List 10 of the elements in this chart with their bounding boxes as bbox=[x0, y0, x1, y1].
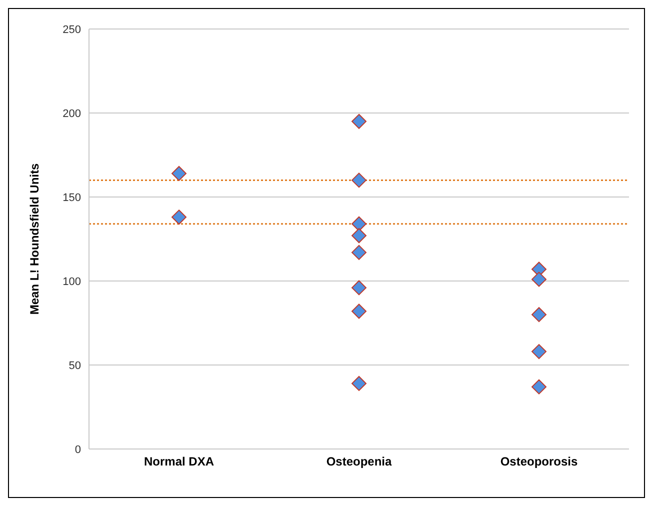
y-tick-label: 100 bbox=[62, 276, 81, 288]
x-tick-label: Osteopenia bbox=[326, 454, 392, 469]
y-tick-label: 0 bbox=[74, 444, 81, 456]
y-tick-label: 200 bbox=[62, 108, 81, 120]
y-axis-title: Mean L! Houndsfield Units bbox=[27, 163, 42, 315]
x-tick-label: Normal DXA bbox=[144, 454, 214, 469]
y-tick-label: 150 bbox=[62, 192, 81, 204]
y-tick-label: 50 bbox=[68, 360, 81, 372]
x-tick-label: Osteoporosis bbox=[500, 454, 578, 469]
y-tick-label: 250 bbox=[62, 24, 81, 36]
